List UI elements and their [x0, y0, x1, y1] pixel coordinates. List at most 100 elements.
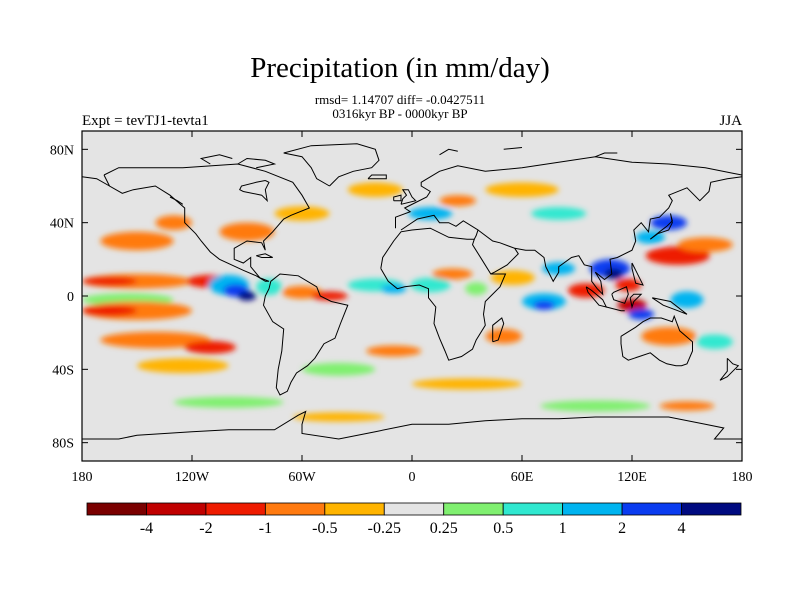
anomaly-region-44 [485, 182, 559, 197]
anomaly-region-32 [670, 291, 704, 309]
anomaly-region-29 [677, 237, 733, 252]
coastline-18 [400, 189, 417, 205]
coastline-25 [237, 157, 277, 169]
axes: 180 120W 60W 0 60E 120E 180 80N 40N 0 40S 80S [50, 131, 753, 485]
anomaly-region-1 [82, 276, 137, 286]
y-tick-label-1: 40N [50, 217, 74, 232]
coastline-7 [82, 176, 110, 187]
colorbar-box-6 [443, 502, 504, 516]
experiment-label: Expt = tevTJ1-tevta1 [82, 113, 209, 129]
colorbar-box-9 [621, 502, 682, 516]
y-tick-label-0: 80N [50, 143, 74, 158]
anomaly-region-16 [380, 284, 407, 294]
anomaly-region-30 [650, 215, 687, 230]
colorbar-box-7 [502, 502, 564, 516]
colorbar-label-7: 1 [559, 520, 567, 537]
coastline-26 [199, 154, 233, 165]
coastline-24 [169, 196, 184, 205]
colorbar-label-1: -2 [199, 520, 212, 537]
colorbar-box-0 [86, 502, 147, 516]
anomaly-region-20 [490, 270, 535, 286]
coastlines [82, 143, 742, 440]
coastline-2 [380, 227, 507, 361]
colorbar-label-5: 0.25 [430, 520, 458, 537]
coastline-8 [620, 314, 693, 367]
y-tick-label-3: 40S [52, 363, 74, 378]
anomaly-region-40 [274, 206, 330, 221]
anomaly-region-5 [82, 305, 137, 317]
coastline-10 [606, 306, 625, 312]
coastline-22 [256, 253, 273, 258]
x-tick-label-5: 120E [617, 470, 647, 485]
colorbar-label-6: 0.5 [493, 520, 513, 537]
y-tick-label-4: 80S [52, 437, 74, 452]
anomaly-region-50 [173, 396, 284, 408]
coastline-0 [103, 163, 311, 282]
x-tick-label-0: 180 [72, 470, 93, 485]
x-tick-label-6: 180 [732, 470, 753, 485]
coastline-3 [395, 156, 742, 229]
x-tick-label-1: 120W [175, 470, 210, 485]
coastline-21 [283, 143, 380, 187]
anomaly-region-14 [311, 291, 348, 301]
anomaly-region-45 [531, 207, 587, 220]
colorbar-box-4 [324, 502, 385, 516]
colorbar-label-3: -0.5 [312, 520, 337, 537]
anomaly-region-26 [604, 268, 623, 280]
anomaly-region-11 [237, 291, 257, 301]
colorbar-box-10 [681, 502, 742, 516]
colorbar-box-1 [146, 502, 207, 516]
coastline-27 [239, 180, 270, 203]
anomaly-region-43 [439, 195, 477, 207]
x-tick-label-3: 0 [409, 470, 416, 485]
coastline-6 [514, 176, 742, 296]
anomaly-region-22 [533, 300, 555, 310]
anomaly-region-51 [540, 400, 651, 412]
anomaly-region-42 [408, 207, 453, 220]
y-tick-label-2: 0 [67, 290, 74, 305]
anomaly-region-48 [485, 329, 522, 344]
x-tick-label-4: 60E [511, 470, 534, 485]
anomaly-region-53 [659, 401, 715, 411]
coastline-16 [719, 357, 740, 381]
anomaly-region-6 [100, 331, 211, 349]
colorbar-label-2: -1 [259, 520, 272, 537]
anomaly-field [82, 182, 733, 422]
anomaly-region-39 [219, 222, 275, 241]
anomaly-region-37 [100, 231, 174, 251]
anomaly-region-38 [155, 215, 192, 230]
colorbar-label-4: -0.25 [368, 520, 401, 537]
colorbar-box-3 [264, 502, 326, 516]
anomaly-region-27 [615, 278, 642, 292]
anomaly-region-49 [412, 378, 522, 390]
coastline-13 [651, 297, 688, 315]
coastline-23 [82, 410, 742, 440]
coastline-12 [629, 293, 643, 309]
coastline-5 [477, 229, 519, 275]
coastline-15 [649, 213, 673, 240]
colorbar-box-2 [205, 502, 266, 516]
anomaly-region-41 [347, 182, 403, 197]
coastline-29 [503, 147, 523, 150]
chart-subtitle-stats: rmsd= 1.14707 diff= -0.0427511 [314, 92, 486, 107]
chart-subtitle-period: 0316kyr BP - 0000kyr BP [332, 106, 468, 121]
season-label: JJA [719, 113, 742, 129]
anomaly-region-52 [292, 412, 385, 422]
coastline-17 [492, 317, 505, 343]
coastline-19 [393, 194, 402, 202]
colorbar-box-5 [383, 502, 445, 516]
anomaly-region-17 [410, 277, 451, 293]
anomaly-region-35 [641, 327, 697, 346]
coastline-1 [262, 273, 349, 396]
coastline-14 [631, 262, 644, 286]
anomaly-region-7 [184, 340, 236, 354]
coastline-4 [400, 214, 479, 240]
anomaly-region-8 [137, 358, 229, 374]
coastline-20 [367, 174, 387, 180]
coastline-30 [439, 148, 458, 156]
anomaly-region-46 [302, 362, 376, 376]
anomaly-region-34 [628, 308, 654, 320]
coastline-11 [611, 286, 629, 304]
anomaly-region-36 [696, 334, 733, 350]
colorbar-label-9: 4 [678, 520, 686, 537]
